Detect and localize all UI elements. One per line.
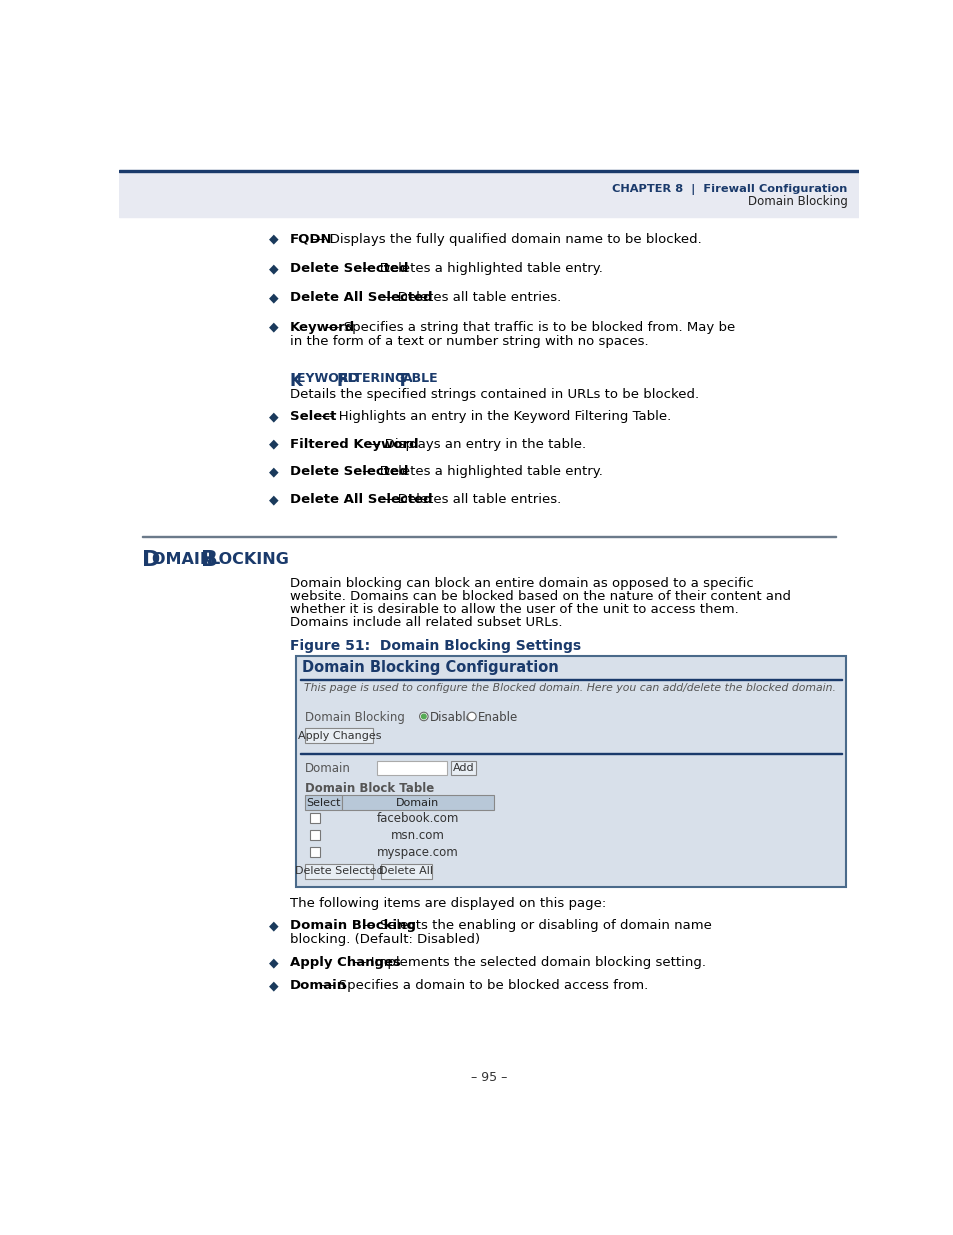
Text: — Displays an entry in the table.: — Displays an entry in the table.	[362, 437, 585, 451]
Text: Filtered Keyword: Filtered Keyword	[290, 437, 418, 451]
Text: Delete Selected: Delete Selected	[290, 262, 408, 275]
Text: Delete Selected: Delete Selected	[290, 466, 408, 478]
Text: ◆: ◆	[269, 437, 279, 451]
Text: — Deletes a highlighted table entry.: — Deletes a highlighted table entry.	[357, 466, 602, 478]
Text: CHAPTER 8  |  Firewall Configuration: CHAPTER 8 | Firewall Configuration	[612, 184, 847, 195]
Text: Delete All Selected: Delete All Selected	[290, 291, 432, 304]
Text: — Deletes all table entries.: — Deletes all table entries.	[376, 493, 561, 506]
Text: — Specifies a domain to be blocked access from.: — Specifies a domain to be blocked acces…	[316, 979, 648, 992]
Text: Domain: Domain	[395, 798, 438, 808]
Text: blocking. (Default: Disabled): blocking. (Default: Disabled)	[290, 932, 479, 946]
Bar	[310, 830, 319, 841]
Text: Delete All: Delete All	[378, 866, 433, 876]
Bar	[119, 173, 858, 217]
Text: ABLE: ABLE	[402, 372, 438, 385]
Text: T: T	[396, 372, 408, 389]
Text: D: D	[142, 550, 161, 571]
Circle shape	[421, 714, 426, 719]
Text: Domain Blocking: Domain Blocking	[290, 919, 416, 932]
Text: in the form of a text or number string with no spaces.: in the form of a text or number string w…	[290, 335, 648, 347]
Text: — Specifies a string that traffic is to be blocked from. May be: — Specifies a string that traffic is to …	[321, 321, 734, 333]
Text: OMAIN: OMAIN	[152, 552, 218, 567]
Text: EYWORD: EYWORD	[296, 372, 362, 385]
Bar	[310, 847, 319, 857]
Bar	[305, 795, 342, 810]
Text: K: K	[290, 372, 302, 389]
Text: B: B	[200, 550, 217, 571]
Text: Domain Blocking: Domain Blocking	[305, 711, 405, 724]
Text: ◆: ◆	[269, 321, 279, 333]
Bar	[295, 656, 845, 887]
Text: Domain: Domain	[305, 762, 351, 774]
Text: – 95 –: – 95 –	[470, 1071, 507, 1084]
Text: Add: Add	[452, 763, 474, 773]
Bar	[310, 814, 319, 824]
Text: website. Domains can be blocked based on the nature of their content and: website. Domains can be blocked based on…	[290, 590, 790, 603]
Text: F: F	[335, 372, 347, 389]
Text: Domain Blocking: Domain Blocking	[747, 195, 847, 209]
Text: — Selects the enabling or disabling of domain name: — Selects the enabling or disabling of d…	[357, 919, 711, 932]
Text: — Highlights an entry in the Keyword Filtering Table.: — Highlights an entry in the Keyword Fil…	[316, 410, 671, 424]
Bar	[305, 863, 373, 879]
Bar	[381, 863, 431, 879]
Text: LOCKING: LOCKING	[210, 552, 290, 567]
Text: FQDN: FQDN	[290, 233, 332, 246]
Text: Select: Select	[290, 410, 335, 424]
Text: — Deletes all table entries.: — Deletes all table entries.	[376, 291, 561, 304]
Text: Select: Select	[306, 798, 341, 808]
Text: ◆: ◆	[269, 410, 279, 424]
Text: ◆: ◆	[269, 262, 279, 275]
Text: ◆: ◆	[269, 956, 279, 969]
Text: The following items are displayed on this page:: The following items are displayed on thi…	[290, 898, 605, 910]
Bar	[377, 761, 447, 776]
Text: whether it is desirable to allow the user of the unit to access them.: whether it is desirable to allow the use…	[290, 603, 738, 616]
Text: msn.com: msn.com	[391, 830, 444, 842]
Bar	[119, 169, 858, 173]
Text: — Deletes a highlighted table entry.: — Deletes a highlighted table entry.	[357, 262, 602, 275]
Text: Delete Selected: Delete Selected	[294, 866, 383, 876]
Text: Domains include all related subset URLs.: Domains include all related subset URLs.	[290, 616, 561, 630]
Text: ◆: ◆	[269, 979, 279, 992]
Text: Details the specified strings contained in URLs to be blocked.: Details the specified strings contained …	[290, 389, 699, 401]
Text: Keyword: Keyword	[290, 321, 355, 333]
Text: Delete All Selected: Delete All Selected	[290, 493, 432, 506]
Text: ◆: ◆	[269, 919, 279, 932]
Circle shape	[467, 713, 476, 721]
Text: Enable: Enable	[477, 711, 517, 724]
Text: — Displays the fully qualified domain name to be blocked.: — Displays the fully qualified domain na…	[308, 233, 701, 246]
Text: ◆: ◆	[269, 466, 279, 478]
Text: Disable: Disable	[430, 711, 474, 724]
Bar	[305, 727, 373, 743]
Bar	[342, 795, 493, 810]
Text: facebook.com: facebook.com	[376, 813, 458, 825]
Text: Domain: Domain	[290, 979, 347, 992]
Text: Domain Block Table: Domain Block Table	[305, 782, 434, 795]
Text: ◆: ◆	[269, 233, 279, 246]
Text: ◆: ◆	[269, 493, 279, 506]
Circle shape	[419, 713, 428, 721]
Text: Domain Blocking Configuration: Domain Blocking Configuration	[302, 661, 558, 676]
Text: myspace.com: myspace.com	[376, 846, 458, 860]
Text: Figure 51:  Domain Blocking Settings: Figure 51: Domain Blocking Settings	[290, 638, 580, 652]
Text: Domain blocking can block an entire domain as opposed to a specific: Domain blocking can block an entire doma…	[290, 577, 753, 590]
Bar	[451, 761, 476, 776]
Text: ILTERING: ILTERING	[343, 372, 410, 385]
Text: Apply Changes: Apply Changes	[297, 731, 380, 741]
Text: ◆: ◆	[269, 291, 279, 304]
Text: This page is used to configure the Blocked domain. Here you can add/delete the b: This page is used to configure the Block…	[303, 683, 835, 693]
Text: Apply Changes: Apply Changes	[290, 956, 400, 969]
Text: — Implements the selected domain blocking setting.: — Implements the selected domain blockin…	[349, 956, 705, 969]
